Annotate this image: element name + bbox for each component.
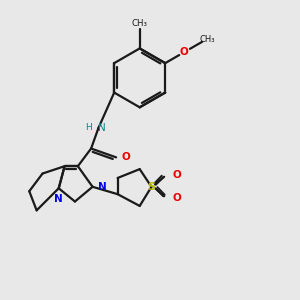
Text: O: O xyxy=(122,152,130,162)
Text: S: S xyxy=(148,182,155,192)
Text: O: O xyxy=(180,47,189,57)
Text: CH₃: CH₃ xyxy=(199,34,214,43)
Text: O: O xyxy=(173,170,182,180)
Text: N: N xyxy=(54,194,63,204)
Text: CH₃: CH₃ xyxy=(132,20,148,28)
Text: O: O xyxy=(173,193,182,203)
Text: H: H xyxy=(85,123,92,132)
Text: N: N xyxy=(98,182,106,192)
Text: N: N xyxy=(98,123,106,133)
